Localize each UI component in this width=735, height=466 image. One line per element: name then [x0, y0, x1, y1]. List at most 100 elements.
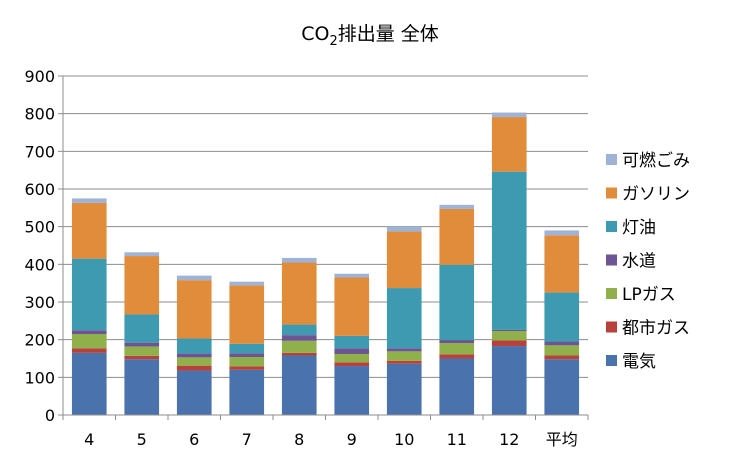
legend-swatch [606, 154, 617, 165]
bar-segment-5-s1 [124, 355, 160, 360]
bar-segment-8-s6 [281, 257, 317, 263]
bar-segment-9-s6 [334, 273, 370, 278]
x-tick-label: 9 [347, 430, 357, 449]
bar-segment-8-s3 [281, 335, 317, 341]
legend-label: 水道 [622, 252, 656, 272]
legend-swatch [606, 355, 617, 366]
bar-segment-5-s2 [124, 346, 160, 356]
axes: 0 100 200 300 400 500 600 700 800 900 4 5 6 7 8 9 10 11 12… [24, 67, 589, 449]
bar-segment-10-s4 [386, 288, 422, 349]
chart-title-rest: 排出量 全体 [338, 23, 439, 45]
bar-segment-5-s0 [124, 359, 160, 415]
bar-segment-7-s4 [229, 343, 265, 354]
chart-title: CO2排出量 全体 [301, 23, 439, 49]
bar-segment-9-s0 [334, 366, 370, 415]
bar-segment-11-s0 [439, 358, 475, 415]
bar-segment-7-s2 [229, 356, 265, 367]
bar-segment-8-s4 [281, 324, 317, 336]
legend-label: ガソリン [622, 185, 690, 205]
bar-segment-12-s4 [491, 171, 527, 330]
bar-layer [71, 112, 580, 415]
legend-label: 灯油 [622, 218, 656, 238]
bar-segment-9-s4 [334, 335, 370, 349]
legend-swatch [606, 288, 617, 299]
bar-segment-8-s0 [281, 355, 317, 415]
x-tick-label: 11 [447, 430, 467, 449]
bar-segment-11-s5 [439, 208, 475, 265]
x-tick-label: 5 [137, 430, 147, 449]
x-tick-label: 12 [499, 430, 519, 449]
bar-segment-12-s6 [491, 112, 527, 118]
legend-swatch [606, 187, 617, 199]
y-tick-label: 800 [24, 105, 55, 124]
bar-segment-平均-s3 [544, 341, 580, 346]
y-tick-label: 500 [24, 218, 55, 237]
bar-segment-12-s2 [491, 331, 527, 341]
legend-label: 電気 [622, 352, 656, 372]
bar-segment-10-s2 [386, 351, 422, 361]
bar-segment-6-s4 [176, 338, 212, 354]
bar-segment-10-s6 [386, 226, 422, 232]
y-tick-label: 700 [24, 142, 55, 161]
bar-segment-6-s0 [176, 370, 212, 415]
y-tick-label: 400 [24, 255, 55, 274]
bar-segment-6-s1 [176, 365, 212, 371]
y-tick-label: 0 [45, 406, 55, 425]
x-tick-label: 4 [84, 430, 94, 449]
bar-segment-平均-s1 [544, 355, 580, 360]
bar-segment-8-s5 [281, 262, 317, 325]
x-tick-label: 7 [242, 430, 252, 449]
bar-segment-4-s5 [71, 202, 107, 259]
bar-segment-11-s1 [439, 354, 475, 359]
x-tick-label: 6 [189, 430, 199, 449]
bar-segment-12-s1 [491, 340, 527, 347]
bar-segment-9-s5 [334, 277, 370, 336]
bar-segment-10-s0 [386, 363, 422, 415]
bar-segment-10-s3 [386, 348, 422, 352]
bar-segment-5-s4 [124, 314, 160, 343]
bar-segment-8-s2 [281, 340, 317, 353]
bar-segment-11-s6 [439, 204, 475, 209]
bar-segment-4-s0 [71, 352, 107, 415]
legend-swatch [606, 254, 617, 266]
bar-segment-4-s3 [71, 330, 107, 335]
bar-segment-5-s3 [124, 342, 160, 347]
bar-segment-4-s1 [71, 348, 107, 353]
legend-label: LPガス [622, 285, 676, 305]
bar-segment-9-s2 [334, 353, 370, 363]
y-tick-label: 300 [24, 293, 55, 312]
legend-swatch [606, 221, 617, 232]
bar-segment-9-s1 [334, 362, 370, 367]
chart-title-subscript: 2 [329, 34, 337, 49]
x-tick-label: 平均 [546, 430, 578, 449]
bar-segment-平均-s4 [544, 292, 580, 342]
bar-segment-7-s5 [229, 285, 265, 344]
bar-segment-9-s3 [334, 348, 370, 354]
legend-label: 可燃ごみ [622, 151, 690, 171]
bar-segment-7-s1 [229, 366, 265, 370]
bar-segment-8-s1 [281, 352, 317, 356]
bar-segment-4-s6 [71, 198, 107, 203]
bar-segment-7-s6 [229, 281, 265, 286]
bar-segment-12-s3 [491, 329, 527, 332]
bar-segment-5-s5 [124, 256, 160, 315]
bar-segment-平均-s5 [544, 235, 580, 293]
chart-title-main: CO [301, 23, 329, 45]
bar-segment-11-s4 [439, 264, 475, 341]
bar-segment-平均-s2 [544, 345, 580, 356]
y-tick-label: 600 [24, 180, 55, 199]
bar-segment-11-s3 [439, 340, 475, 344]
bar-segment-6-s6 [176, 275, 212, 281]
bar-segment-5-s6 [124, 252, 160, 257]
x-tick-label: 10 [394, 430, 414, 449]
legend-label: 都市ガス [622, 319, 690, 339]
y-tick-label: 100 [24, 368, 55, 387]
bar-segment-6-s2 [176, 357, 212, 366]
bar-segment-12-s5 [491, 117, 527, 172]
bar-segment-平均-s0 [544, 359, 580, 415]
bar-segment-11-s2 [439, 343, 475, 355]
bar-segment-6-s3 [176, 353, 212, 358]
bar-segment-4-s2 [71, 334, 107, 349]
